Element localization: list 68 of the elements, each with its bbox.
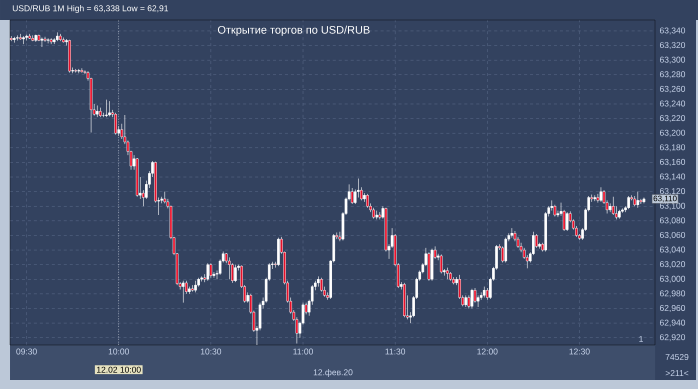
candlestick	[504, 237, 508, 263]
annotation: 1	[639, 336, 643, 342]
x-tick-label: 12:30	[570, 348, 590, 355]
x-tick-label: 10:00	[108, 348, 129, 355]
candlestick	[627, 196, 630, 210]
candlestick	[612, 196, 615, 216]
ref-line-label: 12.02 10:00	[97, 366, 141, 373]
y-tick-label: 63,220	[660, 115, 686, 122]
y-tick-label: 63,080	[660, 217, 686, 224]
candlestick	[182, 280, 185, 303]
y-tick-label: 63,060	[660, 232, 686, 239]
candlestick	[464, 295, 468, 308]
candlestick	[194, 280, 197, 293]
y-tick-label: 62,940	[660, 320, 686, 327]
candlestick	[372, 207, 375, 219]
y-tick-label: 63,280	[660, 71, 686, 78]
candlestick	[105, 99, 108, 118]
candlestick	[633, 196, 636, 207]
y-tick-label: 62,960	[660, 304, 686, 312]
text: >211<	[666, 370, 688, 376]
y-tick-label: 63,100	[660, 202, 686, 210]
y-tick-label: 63,240	[660, 100, 686, 108]
candlestick	[191, 284, 194, 292]
x-tick-label: 12:00	[477, 348, 498, 355]
candlestick	[554, 204, 556, 217]
y-tick-label: 62,980	[660, 290, 686, 298]
candlestick	[366, 194, 369, 208]
y-tick-label: 62,920	[660, 334, 686, 342]
candlestick	[206, 262, 210, 282]
candlestick	[566, 212, 568, 232]
candlestick	[98, 107, 102, 118]
y-tick-label: 63,200	[660, 130, 686, 137]
text: USD/RUB 1M High = 63,338 Low = 62,91	[12, 5, 168, 13]
candlestick	[210, 262, 212, 278]
y-tick-label: 63,160	[660, 158, 686, 166]
y-tick-label: 63,320	[660, 42, 686, 50]
x-tick-label: 09:30	[16, 348, 37, 355]
x-tick-label: 10:30	[200, 348, 222, 355]
candlestick	[446, 267, 449, 280]
y-tick-label: 63,180	[660, 144, 686, 152]
candlestick	[234, 264, 237, 282]
candlestick	[228, 257, 231, 280]
x-tick-label: 11:30	[386, 348, 406, 355]
candlestick	[600, 186, 602, 202]
y-tick-label: 63,140	[660, 174, 686, 181]
candlestick	[317, 276, 320, 287]
y-tick-label: 63,120	[660, 188, 686, 196]
candlestick	[474, 288, 476, 303]
chart-title: Открытие торгов по USD/RUB	[218, 26, 370, 36]
candlestick	[440, 254, 443, 274]
candlestick	[470, 288, 474, 309]
candlestick	[96, 105, 99, 118]
y-tick-label: 63,260	[660, 86, 686, 93]
candlestick	[40, 37, 44, 48]
candlestick	[636, 191, 640, 208]
y-tick-label: 63,020	[660, 261, 686, 268]
candlestick	[482, 286, 486, 298]
candlestick	[22, 36, 25, 44]
candlestick	[350, 188, 354, 204]
text: 12.фев.20	[314, 369, 353, 377]
candlestick	[510, 228, 514, 238]
y-tick-label: 63,040	[660, 246, 686, 254]
x-tick-label: 11:00	[293, 348, 313, 355]
candlestick	[108, 100, 111, 117]
y-tick-label: 63,340	[660, 27, 686, 34]
y-tick-label: 63,300	[660, 56, 686, 64]
text: 74529	[666, 354, 688, 360]
y-tick-label: 63,000	[660, 276, 686, 283]
